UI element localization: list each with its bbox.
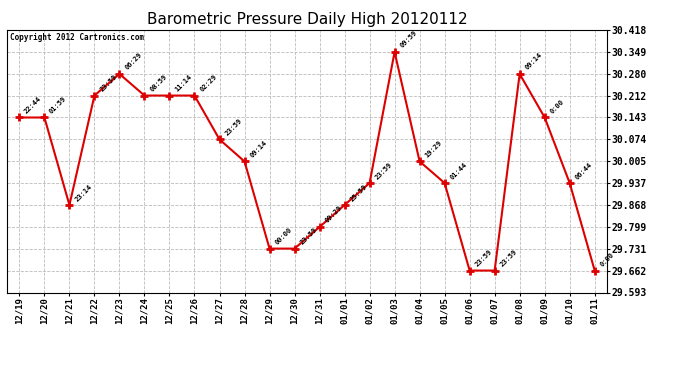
- Text: 23:59: 23:59: [299, 226, 318, 246]
- Text: 25:59: 25:59: [348, 183, 368, 202]
- Text: 23:59: 23:59: [224, 117, 243, 136]
- Text: 19:29: 19:29: [424, 140, 443, 159]
- Title: Barometric Pressure Daily High 20120112: Barometric Pressure Daily High 20120112: [147, 12, 467, 27]
- Text: 23:14: 23:14: [74, 183, 93, 202]
- Text: 23:59: 23:59: [374, 161, 393, 180]
- Text: 09:29: 09:29: [324, 205, 343, 224]
- Text: 23:59: 23:59: [474, 249, 493, 268]
- Text: 0:00: 0:00: [599, 252, 615, 268]
- Text: 00:00: 00:00: [274, 226, 293, 246]
- Text: 09:59: 09:59: [399, 30, 418, 49]
- Text: 06:44: 06:44: [574, 161, 593, 180]
- Text: 09:14: 09:14: [524, 52, 543, 71]
- Text: 06:29: 06:29: [124, 52, 143, 71]
- Text: 02:29: 02:29: [199, 74, 218, 93]
- Text: 11:14: 11:14: [174, 74, 193, 93]
- Text: 01:59: 01:59: [48, 96, 68, 115]
- Text: 23:59: 23:59: [499, 249, 518, 268]
- Text: 0:00: 0:00: [549, 99, 565, 115]
- Text: 23:59: 23:59: [99, 74, 118, 93]
- Text: 08:59: 08:59: [148, 74, 168, 93]
- Text: Copyright 2012 Cartronics.com: Copyright 2012 Cartronics.com: [10, 33, 144, 42]
- Text: 22:44: 22:44: [23, 96, 43, 115]
- Text: 09:14: 09:14: [248, 140, 268, 159]
- Text: 01:44: 01:44: [448, 161, 468, 180]
